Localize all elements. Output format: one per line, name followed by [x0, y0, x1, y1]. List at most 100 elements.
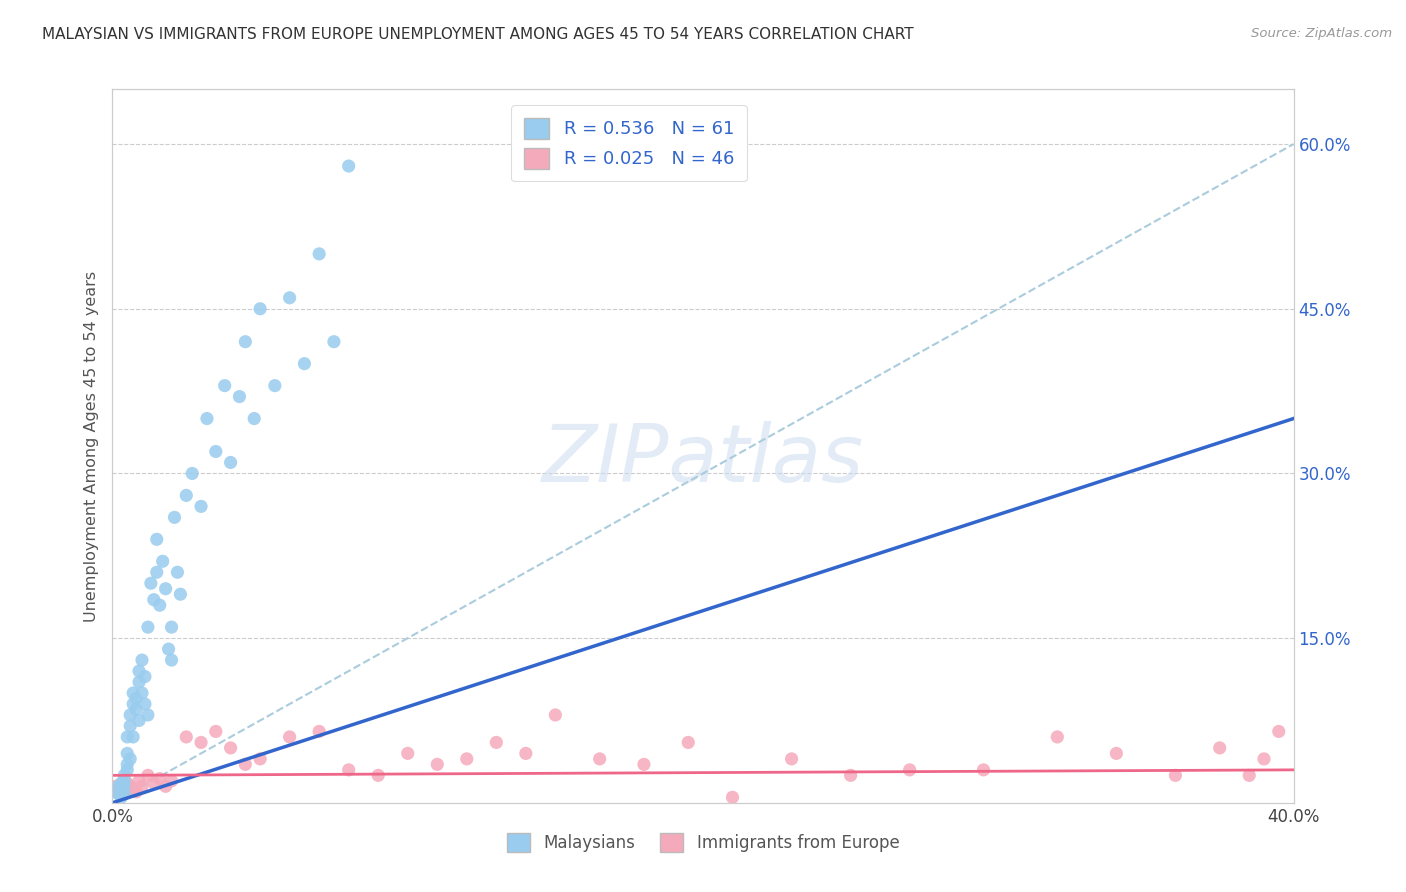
- Point: [152, 554, 174, 568]
- Point: [264, 378, 287, 392]
- Legend: Malaysians, Immigrants from Europe: Malaysians, Immigrants from Europe: [501, 826, 905, 859]
- Point: [120, 780, 142, 794]
- Point: [120, 708, 142, 723]
- Point: [157, 642, 180, 657]
- Point: [139, 576, 162, 591]
- Point: [160, 620, 183, 634]
- Point: [128, 675, 150, 690]
- Point: [249, 301, 271, 316]
- Point: [110, 790, 132, 805]
- Point: [337, 763, 360, 777]
- Point: [485, 735, 508, 749]
- Point: [120, 719, 142, 733]
- Point: [839, 768, 862, 782]
- Point: [110, 782, 132, 797]
- Point: [1239, 768, 1261, 782]
- Point: [136, 708, 159, 723]
- Point: [107, 780, 129, 794]
- Point: [456, 752, 478, 766]
- Point: [780, 752, 803, 766]
- Point: [973, 763, 995, 777]
- Point: [122, 697, 145, 711]
- Point: [1105, 747, 1128, 761]
- Point: [117, 757, 138, 772]
- Point: [134, 697, 156, 711]
- Point: [219, 740, 242, 755]
- Point: [117, 776, 138, 790]
- Y-axis label: Unemployment Among Ages 45 to 54 years: Unemployment Among Ages 45 to 54 years: [83, 270, 98, 622]
- Point: [205, 444, 228, 458]
- Point: [122, 730, 145, 744]
- Point: [1253, 752, 1275, 766]
- Point: [308, 247, 330, 261]
- Point: [190, 500, 212, 514]
- Point: [426, 757, 449, 772]
- Point: [160, 773, 183, 788]
- Point: [146, 533, 169, 547]
- Point: [219, 455, 242, 469]
- Point: [128, 714, 150, 728]
- Point: [174, 730, 197, 744]
- Point: [128, 664, 150, 678]
- Point: [112, 768, 135, 782]
- Point: [122, 782, 145, 797]
- Point: [166, 566, 188, 580]
- Point: [337, 159, 360, 173]
- Point: [515, 747, 537, 761]
- Point: [898, 763, 921, 777]
- Point: [292, 357, 315, 371]
- Point: [323, 334, 346, 349]
- Point: [117, 763, 138, 777]
- Point: [131, 686, 153, 700]
- Point: [174, 488, 197, 502]
- Point: [110, 782, 132, 797]
- Point: [544, 708, 567, 723]
- Point: [112, 780, 135, 794]
- Point: [142, 592, 165, 607]
- Point: [146, 566, 169, 580]
- Point: [107, 785, 129, 799]
- Point: [228, 390, 250, 404]
- Point: [243, 411, 266, 425]
- Point: [125, 702, 148, 716]
- Point: [588, 752, 610, 766]
- Point: [125, 785, 148, 799]
- Point: [122, 686, 145, 700]
- Point: [104, 780, 127, 794]
- Point: [721, 790, 744, 805]
- Point: [117, 730, 138, 744]
- Point: [128, 773, 150, 788]
- Point: [112, 773, 135, 788]
- Point: [214, 378, 236, 392]
- Point: [125, 691, 148, 706]
- Point: [160, 653, 183, 667]
- Point: [112, 787, 135, 801]
- Point: [149, 598, 172, 612]
- Point: [396, 747, 419, 761]
- Point: [131, 653, 153, 667]
- Point: [249, 752, 271, 766]
- Point: [678, 735, 700, 749]
- Point: [233, 757, 256, 772]
- Text: Source: ZipAtlas.com: Source: ZipAtlas.com: [1251, 27, 1392, 40]
- Point: [278, 730, 301, 744]
- Point: [120, 752, 142, 766]
- Point: [308, 724, 330, 739]
- Point: [134, 669, 156, 683]
- Point: [367, 768, 389, 782]
- Point: [142, 776, 165, 790]
- Point: [633, 757, 655, 772]
- Point: [1208, 740, 1232, 755]
- Point: [169, 587, 191, 601]
- Point: [1046, 730, 1069, 744]
- Point: [181, 467, 204, 481]
- Point: [205, 724, 228, 739]
- Point: [131, 780, 153, 794]
- Point: [1268, 724, 1291, 739]
- Point: [163, 510, 186, 524]
- Point: [136, 768, 159, 782]
- Point: [112, 787, 135, 801]
- Point: [149, 772, 172, 786]
- Point: [107, 787, 129, 801]
- Point: [117, 747, 138, 761]
